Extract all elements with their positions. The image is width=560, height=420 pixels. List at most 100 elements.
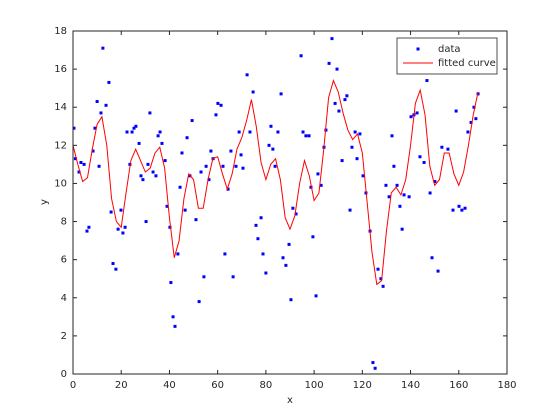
data-point xyxy=(291,206,295,210)
data-point xyxy=(134,124,138,128)
data-point xyxy=(289,298,293,302)
data-point xyxy=(171,315,175,319)
legend-marker xyxy=(416,47,420,51)
data-point xyxy=(279,92,283,96)
data-point xyxy=(101,46,105,50)
data-point xyxy=(330,37,334,41)
data-point xyxy=(234,164,238,168)
data-point xyxy=(345,94,349,98)
data-point xyxy=(428,191,432,195)
data-point xyxy=(358,132,362,136)
data-point xyxy=(72,126,76,130)
y-tick-label: 16 xyxy=(54,64,67,75)
legend: data fitted curve xyxy=(396,37,498,75)
y-tick-label: 0 xyxy=(61,369,67,380)
data-point xyxy=(173,324,177,328)
data-point xyxy=(104,103,108,107)
data-point xyxy=(109,210,113,214)
data-point xyxy=(137,141,141,145)
data-point xyxy=(176,252,180,256)
data-point xyxy=(340,159,344,163)
data-point xyxy=(371,361,375,365)
x-tick-label: 120 xyxy=(353,380,372,391)
data-point xyxy=(231,275,235,279)
data-point xyxy=(361,174,365,178)
data-point xyxy=(194,218,198,222)
data-point xyxy=(114,267,118,271)
legend-label: data xyxy=(438,44,461,55)
data-point xyxy=(474,117,478,121)
data-point xyxy=(418,155,422,159)
data-point xyxy=(229,149,233,153)
data-point xyxy=(350,145,354,149)
x-tick-label: 40 xyxy=(163,380,176,391)
data-point xyxy=(148,111,152,115)
data-point xyxy=(245,73,249,77)
data-point xyxy=(402,193,406,197)
data-point xyxy=(466,130,470,134)
data-point xyxy=(204,164,208,168)
data-point xyxy=(139,174,143,178)
data-point xyxy=(73,157,77,161)
data-point xyxy=(454,109,458,113)
data-point xyxy=(472,105,476,109)
data-point xyxy=(311,235,315,239)
data-point xyxy=(395,183,399,187)
x-tick-label: 140 xyxy=(401,380,420,391)
y-tick-label: 4 xyxy=(61,293,67,304)
data-point xyxy=(319,183,323,187)
data-point xyxy=(348,208,352,212)
data-point xyxy=(304,134,308,138)
data-point xyxy=(141,178,145,182)
data-point xyxy=(87,225,91,229)
data-point xyxy=(156,134,160,138)
data-point xyxy=(284,263,288,267)
data-point xyxy=(158,130,162,134)
data-point xyxy=(226,187,230,191)
data-point xyxy=(436,269,440,273)
data-point xyxy=(384,183,388,187)
data-point xyxy=(446,147,450,151)
data-point xyxy=(353,130,357,134)
data-point xyxy=(259,216,263,220)
y-tick-label: 6 xyxy=(61,255,67,266)
data-point xyxy=(95,100,99,104)
data-point xyxy=(400,227,404,231)
data-point xyxy=(433,180,437,184)
data-point xyxy=(209,149,213,153)
data-point xyxy=(190,119,194,123)
data-point xyxy=(422,160,426,164)
x-tick-label: 180 xyxy=(497,380,516,391)
data-point xyxy=(144,220,148,224)
y-axis-label: y xyxy=(39,199,50,205)
data-point xyxy=(415,111,419,115)
data-point xyxy=(199,170,203,174)
x-tick-label: 60 xyxy=(211,380,224,391)
data-point xyxy=(116,227,120,231)
data-point xyxy=(373,366,377,370)
data-point xyxy=(146,162,150,166)
plot-area xyxy=(73,31,507,374)
data-point xyxy=(99,111,103,115)
legend-label: fitted curve xyxy=(438,58,496,69)
x-tick-label: 20 xyxy=(115,380,128,391)
data-point xyxy=(307,134,311,138)
data-point xyxy=(299,54,303,58)
data-point xyxy=(440,145,444,149)
data-point xyxy=(390,134,394,138)
data-point xyxy=(85,229,89,233)
data-point xyxy=(237,130,241,134)
data-point xyxy=(460,208,464,212)
y-tick-label: 12 xyxy=(54,140,67,151)
data-point xyxy=(425,79,429,83)
data-point xyxy=(355,157,359,161)
data-point xyxy=(223,252,227,256)
data-point xyxy=(183,208,187,212)
data-point xyxy=(327,61,331,65)
data-point xyxy=(337,109,341,113)
data-point xyxy=(123,225,127,229)
data-point xyxy=(261,252,265,256)
data-point xyxy=(207,178,211,182)
legend-box xyxy=(396,37,498,75)
